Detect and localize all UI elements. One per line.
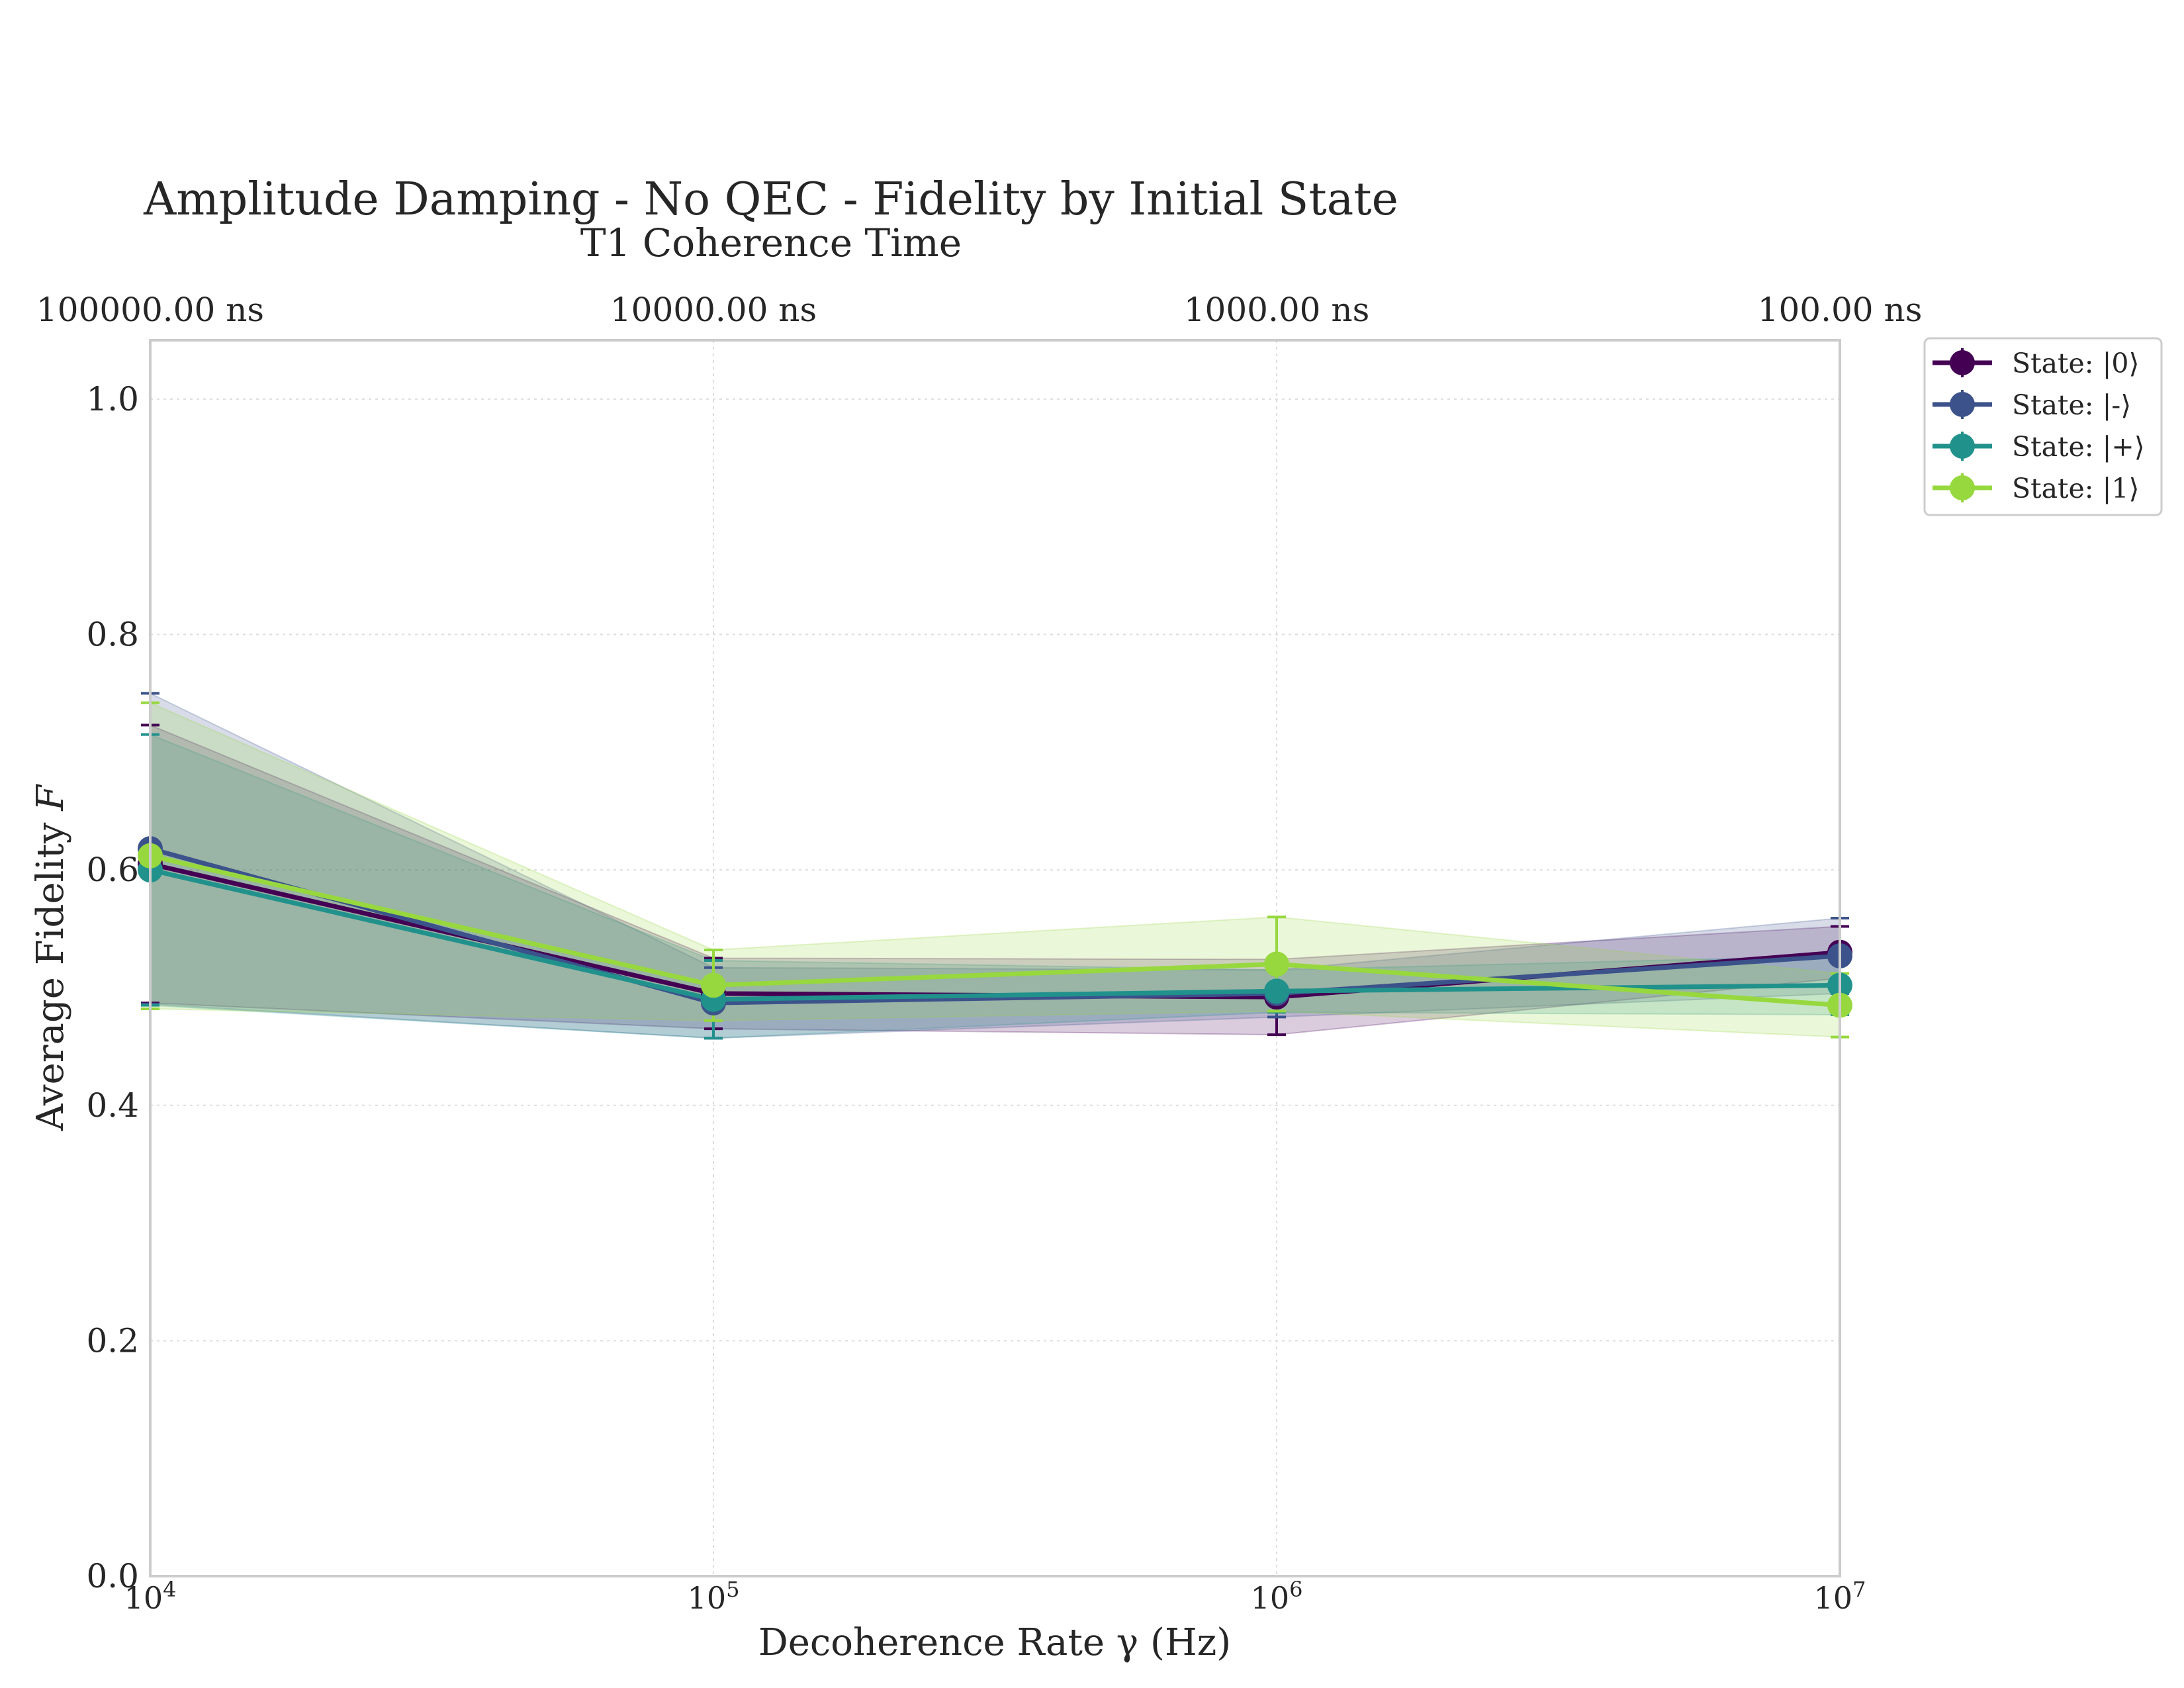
legend-label: State: |+⟩ (2012, 431, 2145, 463)
legend-marker (1950, 350, 1975, 375)
series-lines (150, 846, 1841, 1008)
x-tick-base: 10 (1251, 1580, 1290, 1616)
x-tick-label: 107 (1814, 1577, 1866, 1616)
top-tick-label: 100.00 ns (1758, 291, 1923, 329)
x-axis-label: Decoherence Rate γ (Hz) (758, 1621, 1231, 1664)
legend-marker (1950, 475, 1975, 500)
top-tick-label: 10000.00 ns (610, 291, 817, 329)
legend-label: State: |1⟩ (2012, 473, 2140, 504)
plot-frame (149, 339, 1841, 1577)
top-tick-label: 100000.00 ns (36, 291, 264, 329)
x-tick-base: 10 (124, 1580, 163, 1616)
y-tick-label: 0.0 (86, 1557, 139, 1595)
y-tick-label: 0.8 (86, 616, 139, 654)
x-tick-base: 10 (1814, 1580, 1853, 1616)
x-tick-label: 106 (1251, 1577, 1303, 1616)
series-line-3 (150, 853, 1841, 1008)
legend-label: State: |0⟩ (2012, 348, 2140, 379)
data-point (701, 972, 726, 998)
x-tick-base: 10 (688, 1580, 727, 1616)
y-axis-label-symbol: F (29, 784, 72, 812)
x-tick-exponent: 6 (1289, 1577, 1302, 1602)
x-tick-label: 104 (124, 1577, 177, 1616)
y-axis-label-text: Average Fidelity (29, 811, 72, 1131)
y-tick-label: 0.6 (86, 851, 139, 889)
x-tick-exponent: 4 (163, 1577, 176, 1602)
legend-marker (1950, 392, 1975, 417)
x-tick-labels: 104 105 106 107 (124, 1577, 1866, 1616)
x-tick-exponent: 7 (1852, 1577, 1866, 1602)
y-tick-label: 1.0 (86, 380, 139, 418)
chart-title: Amplitude Damping - No QEC - Fidelity by… (143, 173, 1398, 226)
top-tick-labels: 100000.00 ns 10000.00 ns 1000.00 ns 100.00 … (36, 291, 1922, 329)
legend-frame (1923, 337, 2163, 516)
top-tick-label: 1000.00 ns (1184, 291, 1370, 329)
legend-label: State: |-⟩ (2012, 389, 2131, 421)
series-line-1 (150, 846, 1841, 1006)
y-tick-label: 0.2 (86, 1321, 139, 1360)
y-axis-label: Average Fidelity F (29, 784, 72, 1131)
legend-items: State: |0⟩ State: |-⟩ State: |+⟩ State: |1⟩ (1933, 348, 2145, 504)
data-point (1264, 951, 1289, 977)
data-point (1264, 978, 1289, 1004)
legend: State: |0⟩ State: |-⟩ State: |+⟩ State: |1⟩ (1923, 337, 2163, 516)
legend-marker (1950, 434, 1975, 459)
y-tick-labels: 0.0 0.2 0.4 0.6 0.8 1.0 (86, 380, 139, 1595)
series-line-2 (150, 867, 1841, 1002)
x-tick-label: 105 (688, 1577, 740, 1616)
x-tick-exponent: 5 (726, 1577, 739, 1602)
y-tick-label: 0.4 (86, 1086, 139, 1125)
top-axis-label: T1 Coherence Time (580, 220, 962, 265)
